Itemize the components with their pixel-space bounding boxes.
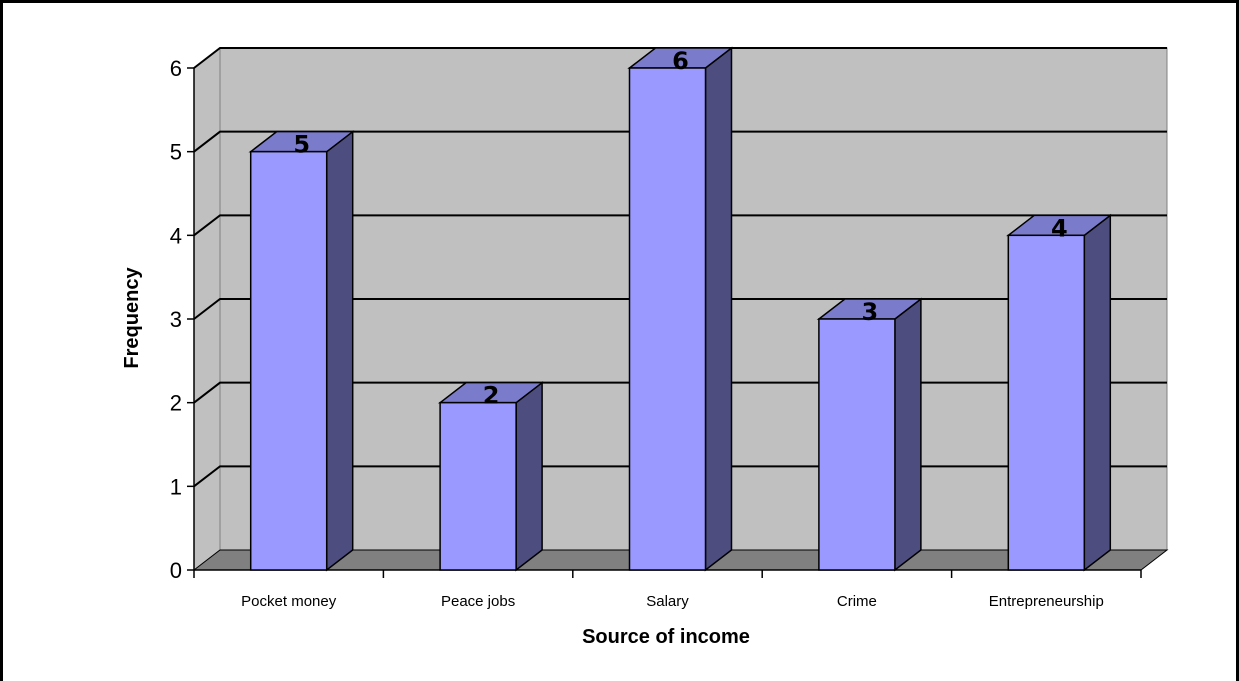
y-tick-label: 6 bbox=[170, 56, 182, 81]
bar: 2 bbox=[437, 381, 545, 572]
y-tick-label: 0 bbox=[170, 558, 182, 583]
bars: 5 2 6 3 4 bbox=[248, 46, 1113, 572]
gridline bbox=[193, 214, 1167, 237]
y-tick-label: 2 bbox=[170, 391, 182, 416]
x-tick-label: Salary bbox=[646, 593, 689, 610]
y-tick-label: 4 bbox=[170, 223, 182, 248]
x-axis-title: Source of income bbox=[582, 626, 750, 648]
bar-side bbox=[894, 297, 922, 572]
data-label: 3 bbox=[862, 298, 879, 326]
bar-front bbox=[818, 318, 896, 571]
bar-side bbox=[325, 130, 354, 572]
data-label: 4 bbox=[1051, 214, 1068, 242]
bar-side bbox=[1083, 213, 1112, 572]
gridline bbox=[193, 47, 1167, 69]
x-tick-label: Crime bbox=[837, 593, 877, 610]
data-label: 2 bbox=[483, 382, 500, 410]
bar: 3 bbox=[816, 297, 924, 572]
bar-front bbox=[249, 150, 328, 571]
data-label: 6 bbox=[672, 47, 689, 75]
gridline bbox=[193, 130, 1167, 153]
data-label: 5 bbox=[293, 131, 310, 159]
y-axis-title: Frequency bbox=[121, 267, 143, 369]
y-tick-label: 1 bbox=[170, 474, 182, 499]
bar: 6 bbox=[627, 46, 734, 572]
y-tick-label: 5 bbox=[170, 140, 182, 165]
x-tick-labels: Pocket money Peace jobs Salary Crime Entrepr… bbox=[241, 593, 1104, 610]
x-tick-label: Peace jobs bbox=[441, 593, 515, 610]
bar: 5 bbox=[248, 130, 355, 572]
x-tick-label: Pocket money bbox=[241, 593, 337, 610]
bar: 4 bbox=[1006, 213, 1113, 572]
bar-side bbox=[704, 46, 733, 572]
bar-front bbox=[1007, 234, 1086, 571]
bar-side bbox=[515, 381, 543, 572]
bar-front bbox=[628, 67, 707, 571]
y-tick-labels: 0 1 2 3 4 5 6 bbox=[170, 56, 182, 583]
bar-front bbox=[439, 401, 517, 571]
x-tick-label: Entrepreneurship bbox=[989, 593, 1104, 610]
y-tick-label: 3 bbox=[170, 307, 182, 332]
